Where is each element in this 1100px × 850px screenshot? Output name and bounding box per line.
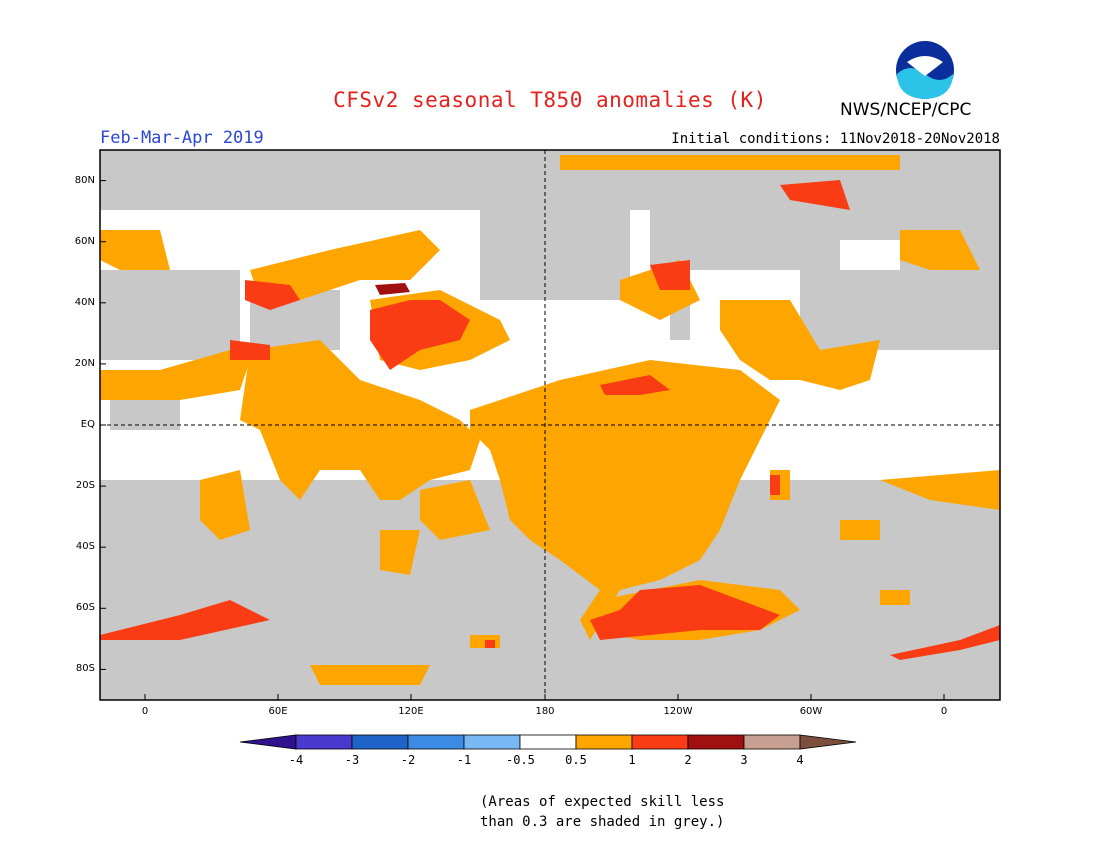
colorbar-label: -0.5 [506, 753, 535, 767]
lon-label: 0 [940, 706, 948, 717]
skill-footnote: (Areas of expected skill less than 0.3 a… [480, 792, 724, 832]
colorbar-label: -3 [344, 753, 360, 767]
initial-conditions-label: Initial conditions: 11Nov2018-20Nov2018 [671, 131, 1000, 147]
season-label: Feb-Mar-Apr 2019 [100, 128, 264, 148]
lat-label: 20S [75, 480, 95, 492]
lat-label: 40N [74, 296, 95, 308]
colorbar-label: -1 [456, 753, 472, 767]
colorbar-label: 0.5 [565, 753, 587, 767]
colorbar-label: 1 [628, 753, 636, 767]
lat-label: 80N [74, 174, 95, 186]
colorbar-label: -4 [288, 753, 304, 767]
colorbar-label: 3 [740, 753, 748, 767]
lon-label: 0 [141, 706, 149, 717]
lon-label: 60E [268, 706, 288, 717]
lat-label: EQ [80, 419, 95, 430]
footnote-line-1: (Areas of expected skill less [480, 794, 725, 810]
lat-label: 60S [75, 602, 95, 614]
lat-label: 60N [74, 235, 95, 247]
colorbar-label: 2 [684, 753, 692, 767]
colorbar-label: 4 [796, 753, 804, 767]
x-tick-marks [144, 694, 945, 700]
lon-label: 120E [398, 706, 424, 717]
lat-label: 40S [75, 541, 95, 553]
colorbar-label: -2 [400, 753, 416, 767]
y-tick-marks [100, 180, 106, 670]
lat-label: 80S [75, 663, 95, 675]
anomaly-1-2-regions [100, 180, 1000, 660]
anomaly-2-3-regions [375, 283, 410, 295]
footnote-line-2: than 0.3 are shaded in grey.) [480, 814, 725, 830]
lon-label: 180 [535, 706, 555, 717]
chart-title: CFSv2 seasonal T850 anomalies (K) [333, 88, 767, 112]
noaa-logo [896, 41, 954, 99]
lon-label: 60W [799, 706, 823, 717]
agency-label: NWS/NCEP/CPC [840, 100, 972, 120]
lon-label: 120W [663, 706, 693, 717]
lat-label: 20N [74, 357, 95, 369]
